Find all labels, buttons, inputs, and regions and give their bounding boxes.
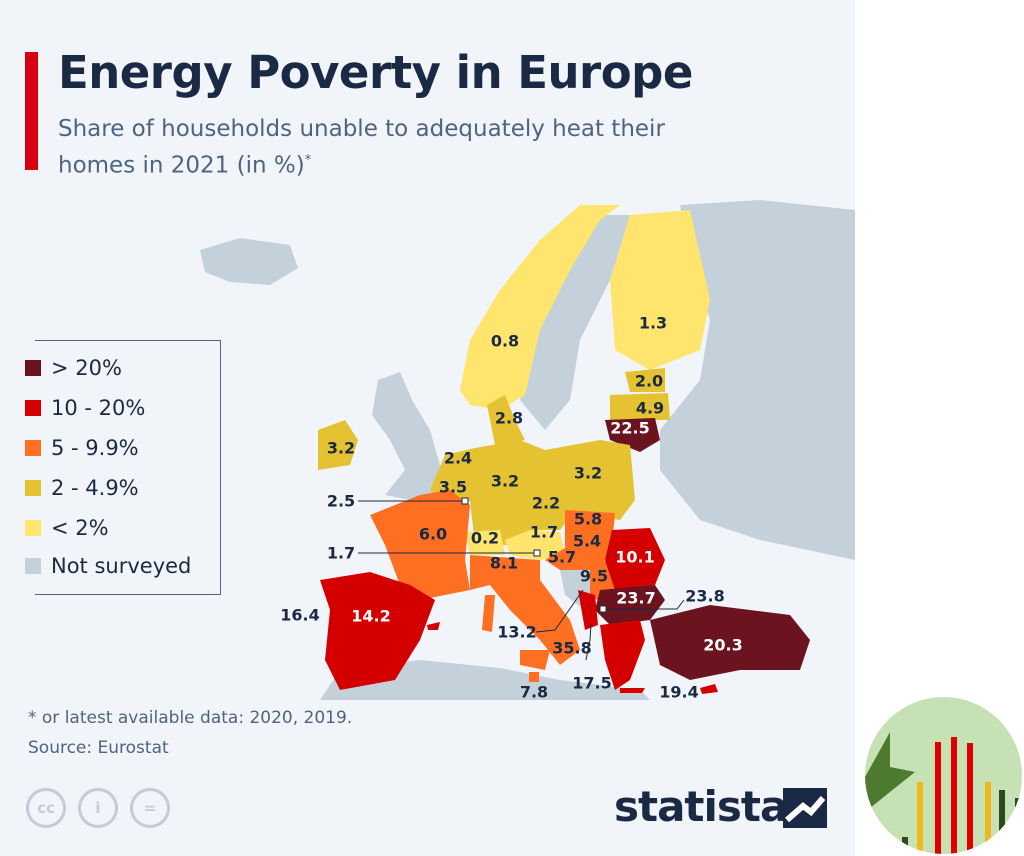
ireland [318, 420, 358, 470]
creative-commons-icon[interactable]: cc [26, 788, 66, 828]
legend-swatch [25, 360, 41, 376]
value-denmark: 2.8 [494, 408, 524, 428]
subtitle-text: Share of households unable to adequately… [58, 116, 665, 179]
latvia [610, 393, 670, 420]
value-malta: 7.8 [519, 682, 549, 702]
footnote: * or latest available data: 2020, 2019. [28, 708, 353, 728]
accent-bar [25, 52, 38, 170]
no-derivatives-icon[interactable]: = [130, 788, 170, 828]
switzerland [465, 530, 505, 555]
value-austria: 1.7 [529, 522, 559, 542]
europe-map [200, 200, 855, 700]
north-africa [320, 660, 650, 700]
value-france: 6.0 [418, 524, 448, 544]
value-belgium: 3.5 [438, 477, 468, 497]
value-north-macedonia: 23.8 [685, 586, 725, 606]
montenegro-albania [578, 590, 598, 630]
legend-item: 5 - 9.9% [25, 436, 139, 460]
iceland [200, 238, 298, 285]
legend-swatch [25, 520, 41, 536]
value-portugal: 16.4 [280, 605, 320, 625]
value-slovenia: 1.7 [326, 543, 356, 563]
value-serbia: 9.5 [579, 566, 609, 586]
denmark [487, 395, 525, 445]
value-netherlands: 2.4 [443, 448, 473, 468]
finland [610, 210, 710, 370]
value-luxembourg: 2.5 [326, 491, 356, 511]
value-italy: 8.1 [489, 553, 519, 573]
value-greece: 17.5 [572, 673, 612, 693]
slovakia-hungary-croatia [545, 510, 615, 570]
page-title: Energy Poverty in Europe [58, 46, 693, 99]
russia-east [660, 200, 855, 560]
iberia [320, 572, 435, 690]
malta [529, 672, 539, 682]
value-ireland: 3.2 [326, 438, 356, 458]
legend-swatch [25, 558, 41, 574]
crete [620, 688, 645, 693]
legend-label: < 2% [51, 516, 109, 540]
value-turkey: 20.3 [703, 635, 743, 655]
value-poland: 3.2 [573, 463, 603, 483]
legend: > 20% 10 - 20% 5 - 9.9% 2 - 4.9% < 2% No… [25, 340, 221, 595]
value-czechia: 2.2 [531, 493, 561, 513]
legend-label: 2 - 4.9% [51, 476, 139, 500]
romania [605, 528, 665, 590]
value-germany: 3.2 [490, 471, 520, 491]
legend-swatch [25, 480, 41, 496]
statista-logo[interactable]: statista [614, 782, 788, 831]
value-norway: 0.8 [490, 331, 520, 351]
value-albania: 35.8 [552, 638, 592, 658]
legend-label: 10 - 20% [51, 396, 146, 420]
sweden [520, 215, 635, 430]
value-croatia: 5.7 [547, 547, 577, 567]
estonia [625, 368, 665, 392]
value-montenegro: 13.2 [497, 622, 537, 642]
greece [600, 620, 645, 690]
sicily [520, 650, 550, 670]
value-latvia: 4.9 [635, 398, 665, 418]
italy [470, 555, 580, 665]
subtitle: Share of households unable to adequately… [58, 114, 738, 182]
cyprus [700, 684, 718, 694]
legend-item: Not surveyed [25, 554, 191, 578]
legend-label: > 20% [51, 356, 122, 380]
norway [460, 205, 620, 410]
attribution-icon[interactable]: i [78, 788, 118, 828]
balearics [427, 622, 440, 630]
sardinia [482, 595, 495, 632]
chart-thumbnail[interactable] [865, 697, 1022, 854]
value-cyprus: 19.4 [659, 682, 699, 702]
value-finland: 1.3 [638, 313, 668, 333]
value-estonia: 2.0 [634, 371, 664, 391]
value-slovakia: 5.8 [573, 509, 603, 529]
legend-label: 5 - 9.9% [51, 436, 139, 460]
legend-item: 2 - 4.9% [25, 476, 139, 500]
value-spain: 14.2 [351, 606, 391, 626]
value-bulgaria: 23.7 [616, 588, 656, 608]
poland [545, 440, 635, 520]
value-romania: 10.1 [615, 547, 655, 567]
legend-label: Not surveyed [51, 554, 192, 578]
value-hungary: 5.4 [572, 531, 602, 551]
czechia [520, 495, 575, 530]
bulgaria-macedonia [595, 585, 665, 625]
legend-item: 10 - 20% [25, 396, 145, 420]
value-switzerland: 0.2 [470, 528, 500, 548]
turkey [650, 605, 810, 680]
legend-swatch [25, 440, 41, 456]
great-britain [372, 372, 450, 500]
statista-logo-mark-icon [783, 788, 827, 828]
source: Source: Eurostat [28, 738, 169, 758]
value-lithuania: 22.5 [610, 418, 650, 438]
legend-item: > 20% [25, 356, 122, 380]
benelux [430, 448, 475, 505]
subtitle-asterisk: * [304, 153, 312, 168]
legend-item: < 2% [25, 516, 109, 540]
legend-swatch [25, 400, 41, 416]
france [370, 490, 470, 600]
